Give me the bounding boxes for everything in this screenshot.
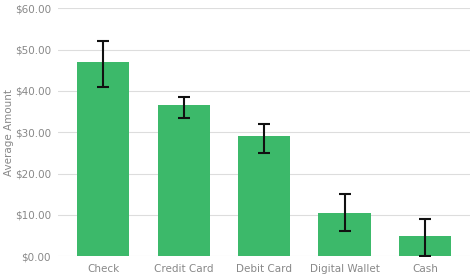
Bar xyxy=(157,105,210,256)
Bar xyxy=(238,136,290,256)
Bar xyxy=(399,235,451,256)
Y-axis label: Average Amount: Average Amount xyxy=(4,89,14,176)
Bar xyxy=(77,62,129,256)
Bar xyxy=(319,213,371,256)
